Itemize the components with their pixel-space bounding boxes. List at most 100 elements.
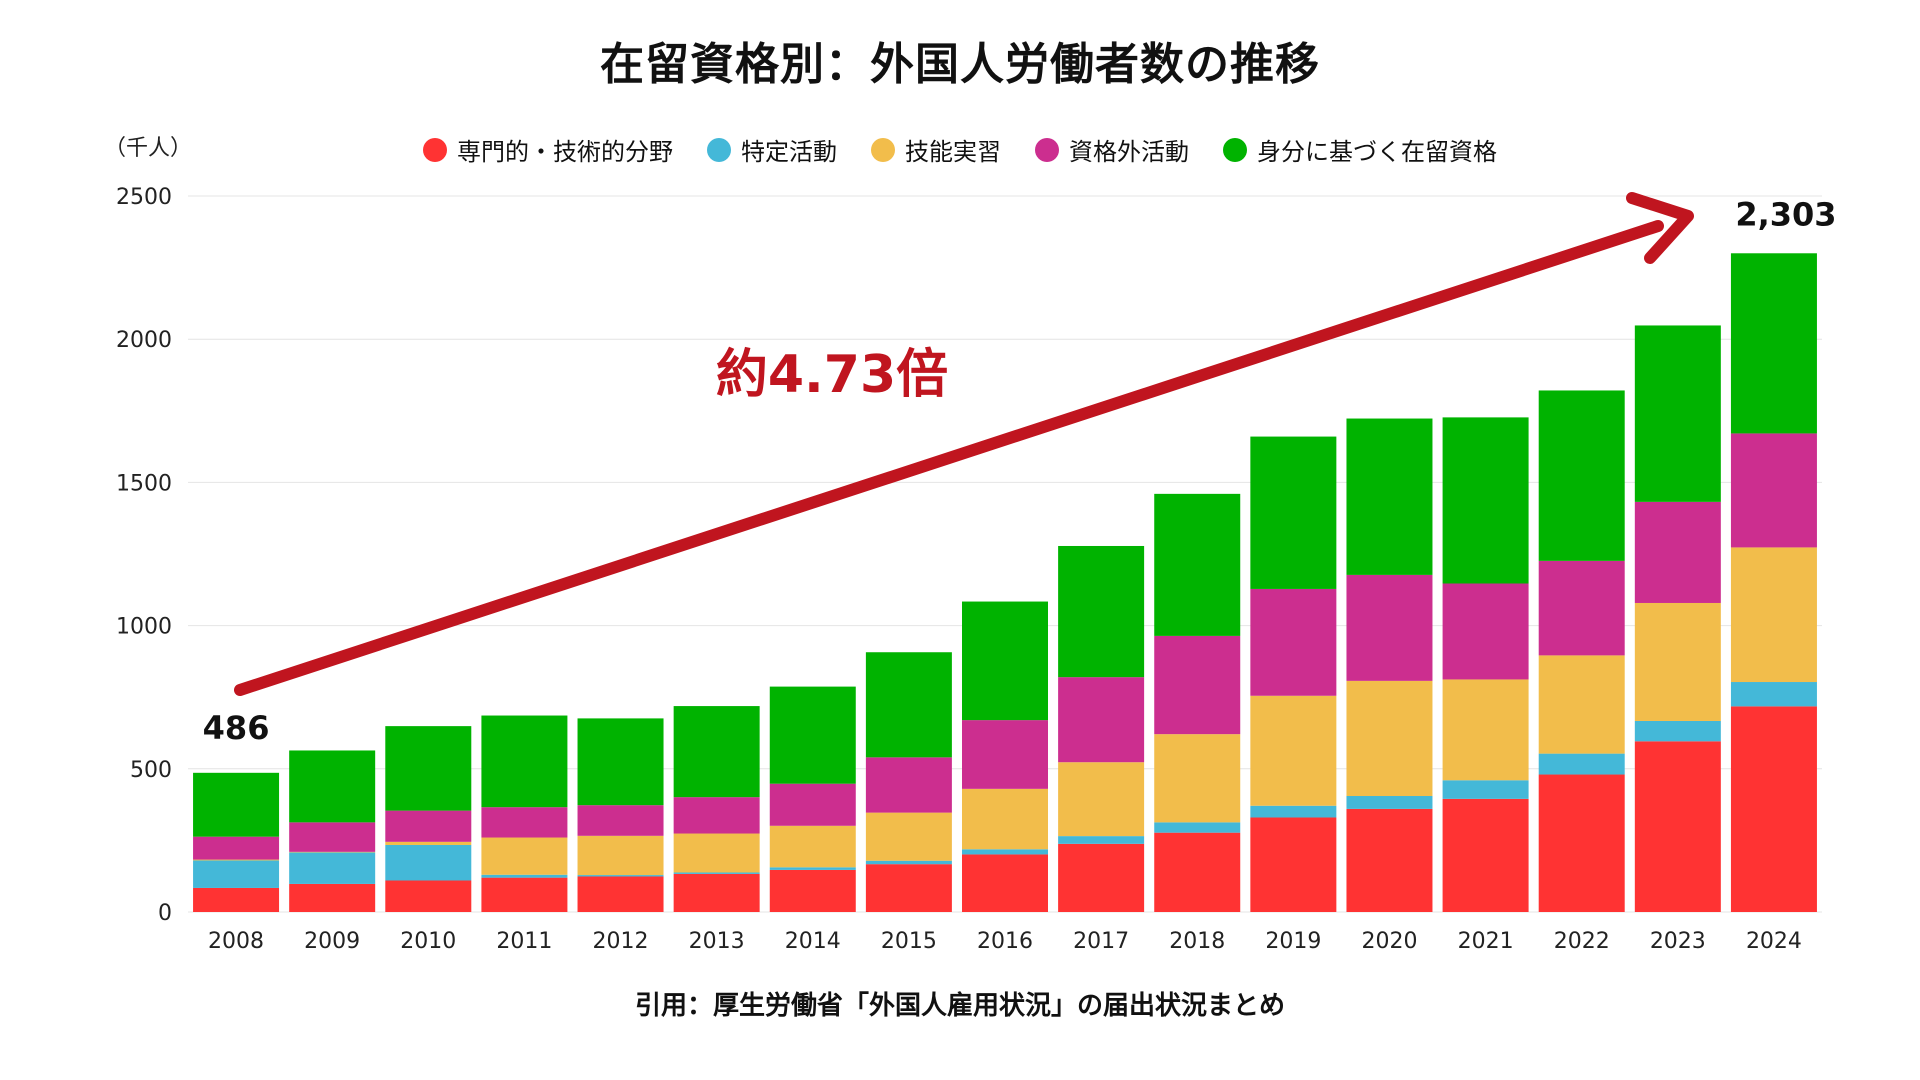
- legend-swatch-4: [1223, 137, 1247, 162]
- bar-segment: [1058, 762, 1145, 837]
- bar-segment: [1730, 547, 1817, 683]
- bar-segment: [673, 797, 760, 834]
- bar-segment: [1154, 832, 1241, 912]
- bar-segment: [1154, 635, 1241, 735]
- bar-segment: [1634, 720, 1721, 742]
- bar-segment: [1346, 796, 1433, 809]
- legend-label: 特定活動: [741, 138, 837, 166]
- bar-segment: [1634, 602, 1721, 721]
- x-tick-label: 2024: [1746, 929, 1802, 954]
- bar-segment: [865, 812, 952, 861]
- bar-segment: [1538, 753, 1625, 775]
- x-tick-label: 2020: [1361, 929, 1417, 954]
- bar-segment: [385, 844, 472, 881]
- bar-segment: [1346, 680, 1433, 797]
- bar-segment: [962, 849, 1048, 855]
- bar-segment: [865, 860, 952, 865]
- bar-segment: [481, 874, 568, 878]
- bar-segment: [1154, 734, 1241, 823]
- bar-segment: [577, 805, 664, 836]
- chart-title: 在留資格別：外国人労働者数の推移: [600, 39, 1320, 90]
- bar-segment: [1154, 822, 1241, 833]
- end-total-label: 2,303: [1735, 195, 1836, 233]
- y-tick-label: 2500: [116, 185, 172, 210]
- bar-segment: [1730, 433, 1817, 548]
- bar-segment: [865, 757, 952, 813]
- bar-segment: [1730, 253, 1817, 434]
- bar-segment: [1250, 805, 1337, 818]
- bar-segment: [385, 726, 472, 811]
- bar-segment: [1154, 493, 1241, 636]
- bar-segment: [1058, 836, 1145, 844]
- bar-segment: [673, 833, 760, 873]
- legend-swatch-2: [871, 137, 895, 162]
- bar-segment: [962, 854, 1048, 912]
- x-tick-label: 2017: [1073, 929, 1129, 954]
- start-total-label: 486: [203, 709, 270, 747]
- x-tick-label: 2019: [1265, 929, 1321, 954]
- bar-segment: [289, 883, 376, 912]
- y-tick-label: 0: [158, 901, 172, 926]
- bar-segment: [385, 810, 472, 842]
- bar-segment: [769, 686, 856, 784]
- legend-item: 特定活動: [707, 132, 837, 167]
- legend-swatch-3: [1035, 137, 1059, 162]
- bar-segment: [1442, 798, 1529, 912]
- growth-arrow-shaft: [234, 220, 1664, 696]
- bar-segment: [289, 851, 376, 853]
- x-tick-label: 2014: [785, 929, 841, 954]
- x-tick-label: 2015: [881, 929, 937, 954]
- bar-segment: [577, 875, 664, 877]
- bar-segment: [1442, 417, 1529, 584]
- x-tick-label: 2016: [977, 929, 1033, 954]
- bar-segment: [1634, 741, 1721, 912]
- bar-segment: [1730, 706, 1817, 912]
- bar-segment: [289, 750, 376, 823]
- bar-segment: [289, 852, 376, 884]
- bar-segment: [1250, 817, 1337, 912]
- bar-segment: [769, 783, 856, 826]
- legend-label: 資格外活動: [1069, 138, 1189, 166]
- x-tick-label: 2009: [304, 929, 360, 954]
- x-tick-label: 2010: [400, 929, 456, 954]
- bar-segment: [481, 715, 568, 808]
- y-tick-label: 500: [130, 758, 172, 783]
- bar-segment: [193, 859, 280, 861]
- x-tick-label: 2013: [689, 929, 745, 954]
- bar-segment: [1346, 574, 1433, 681]
- bar-segment: [673, 706, 760, 798]
- bar-segment: [289, 822, 376, 852]
- bar-segment: [577, 835, 664, 876]
- bar-segment: [1346, 808, 1433, 912]
- legend-item: 専門的・技術的分野: [423, 132, 673, 167]
- bar-segment: [1250, 588, 1337, 696]
- bar-segment: [1442, 583, 1529, 680]
- bar-segment: [962, 720, 1048, 789]
- growth-arrow-head: [1626, 192, 1694, 264]
- bar-segment: [1058, 843, 1145, 912]
- legend: 専門的・技術的分野 特定活動 技能実習 資格外活動 身分に基づく在留資格: [0, 132, 1920, 167]
- y-tick-label: 1000: [116, 615, 172, 640]
- bar-segment: [1538, 774, 1625, 912]
- legend-item: 資格外活動: [1035, 132, 1189, 167]
- legend-label: 技能実習: [905, 138, 1001, 166]
- bar-segment: [385, 880, 472, 912]
- source-citation: 引用：厚生労働省「外国人雇用状況」の届出状況まとめ: [634, 991, 1285, 1021]
- legend-item: 身分に基づく在留資格: [1223, 132, 1497, 167]
- bar-segment: [865, 652, 952, 758]
- x-tick-label: 2011: [496, 929, 552, 954]
- bar-segment: [673, 873, 760, 912]
- y-tick-label: 2000: [116, 328, 172, 353]
- bar-segment: [769, 825, 856, 868]
- bar-segment: [1058, 545, 1145, 678]
- bar-segment: [962, 788, 1048, 850]
- legend-label: 専門的・技術的分野: [457, 138, 673, 166]
- bar-segment: [1730, 682, 1817, 707]
- bar-segment: [1634, 325, 1721, 502]
- bar-segment: [865, 864, 952, 912]
- bar-segment: [193, 772, 280, 837]
- y-tick-label: 1500: [116, 471, 172, 496]
- bar-segment: [193, 887, 280, 912]
- bar-segment: [1538, 390, 1625, 561]
